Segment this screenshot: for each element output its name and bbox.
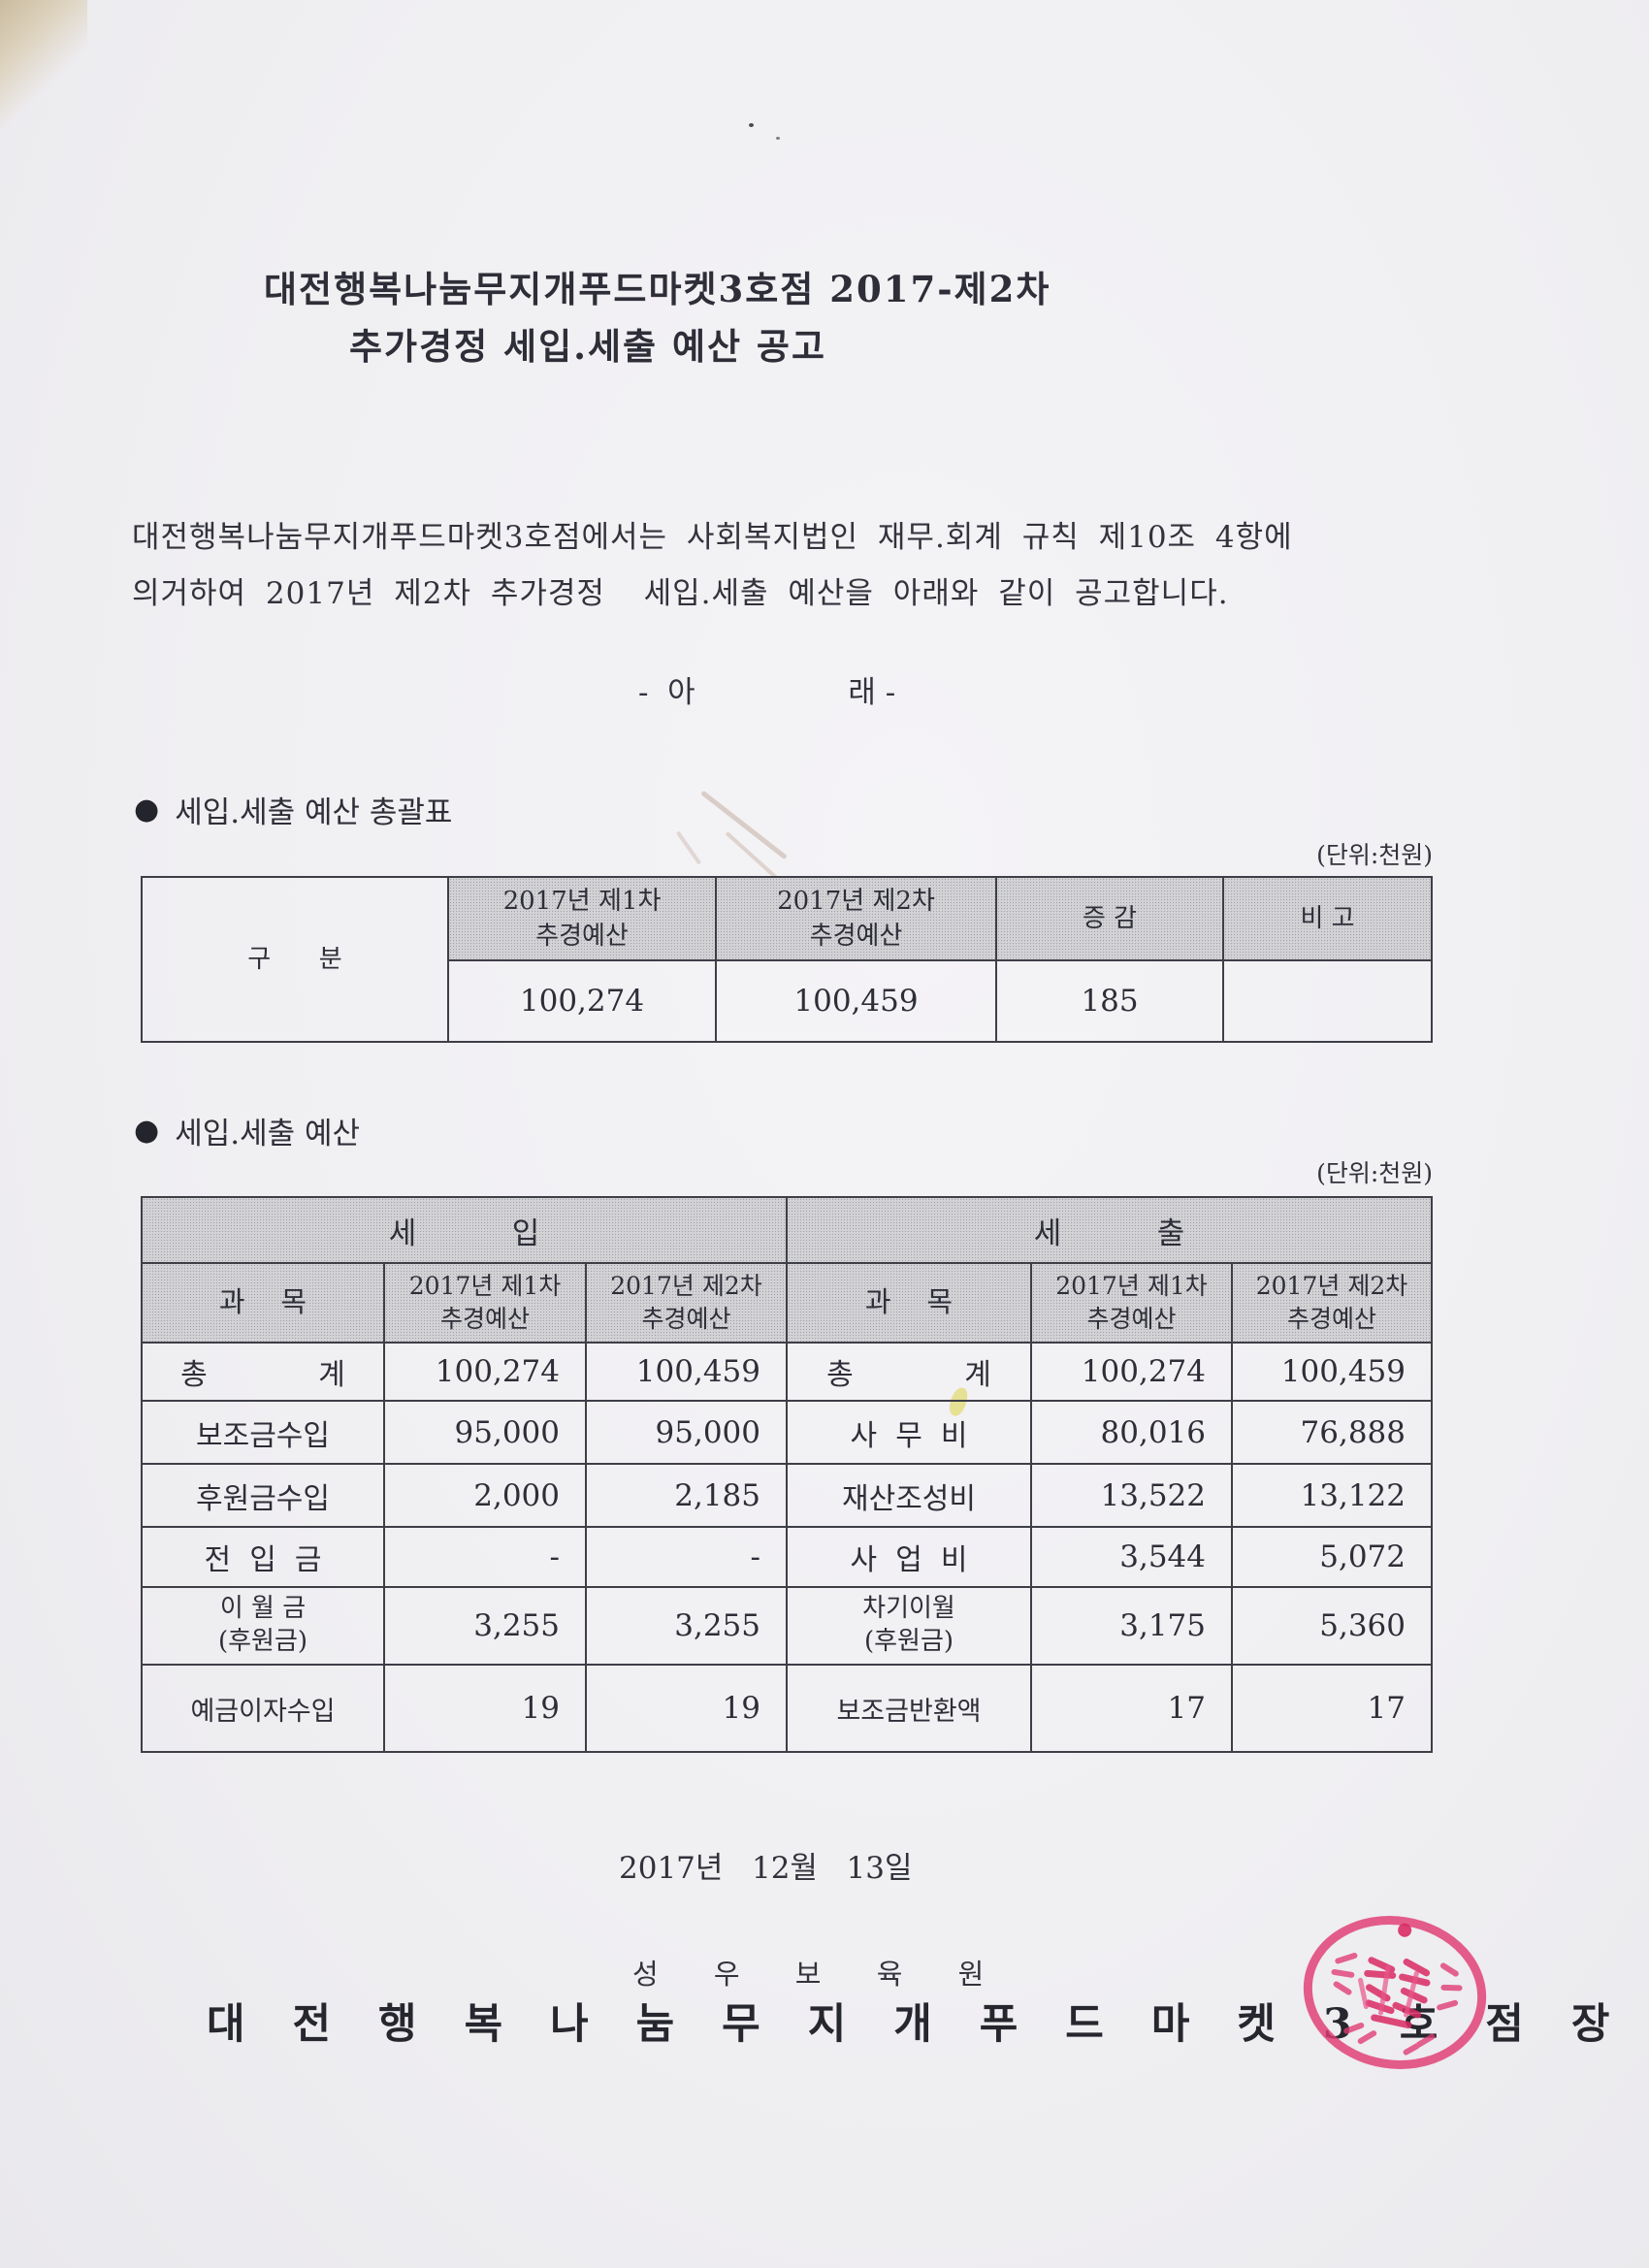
- expense-v1: 17: [1030, 1664, 1233, 1753]
- document-title-line1: 대전행복나눔무지개푸드마켓3호점 2017-제2차: [264, 268, 1051, 310]
- summary-table: 구 분 2017년 제1차 추경예산 2017년 제2차 추경예산 증 감 비 …: [141, 876, 1433, 1043]
- scan-smudge: [725, 831, 779, 880]
- revenue-v1: 2,000: [383, 1463, 587, 1528]
- expense-item: 사 무 비: [786, 1400, 1032, 1465]
- table-row: 총 계 100,274 100,459 총 계 100,274 100,459: [141, 1342, 1433, 1402]
- revenue-second-header: 2017년 제2차 추경예산: [585, 1262, 788, 1344]
- summary-section-heading-text: 세입.세출 예산 총괄표: [175, 795, 453, 830]
- expense-v1: 3,175: [1030, 1586, 1233, 1666]
- page-corner-fold-artifact: [0, 0, 87, 131]
- summary-col1-header: 2017년 제1차 추경예산: [447, 876, 717, 961]
- expense-item: 차기이월 (후원금): [786, 1586, 1032, 1666]
- revenue-v2: -: [585, 1526, 788, 1588]
- revenue-item-header: 과 목: [141, 1262, 385, 1344]
- unit-note-budget: (단위:천원): [1316, 1159, 1433, 1187]
- table-row: 후원금수입 2,000 2,185 재산조성비 13,522 13,122: [141, 1463, 1433, 1528]
- budget-table: 세 입 세 출 과 목 2017년 제1차 추경예산 2017년 제2차 추경예…: [141, 1196, 1433, 1753]
- expense-v2: 17: [1231, 1664, 1433, 1753]
- table-row: 전 입 금 - - 사 업 비 3,544 5,072: [141, 1526, 1433, 1588]
- table-row: 이 월 금 (후원금) 3,255 3,255 차기이월 (후원금) 3,175…: [141, 1586, 1433, 1666]
- scan-speck: [749, 123, 754, 127]
- revenue-v2: 3,255: [585, 1586, 788, 1666]
- expense-v2: 5,360: [1231, 1586, 1433, 1666]
- revenue-v2: 100,459: [585, 1342, 788, 1402]
- summary-col4-value: [1222, 959, 1433, 1043]
- expense-first-header: 2017년 제1차 추경예산: [1030, 1262, 1233, 1344]
- revenue-first-header: 2017년 제1차 추경예산: [383, 1262, 587, 1344]
- table-row: 보조금수입 95,000 95,000 사 무 비 80,016 76,888: [141, 1400, 1433, 1465]
- expense-v1: 13,522: [1030, 1463, 1233, 1528]
- summary-col2-value: 100,459: [715, 959, 997, 1043]
- revenue-group-header: 세 입: [141, 1196, 788, 1264]
- expense-item: 보조금반환액: [786, 1664, 1032, 1753]
- expense-item-header: 과 목: [786, 1262, 1032, 1344]
- document-title-line2: 추가경정 세입.세출 예산 공고: [349, 325, 827, 368]
- intro-paragraph-line1: 대전행복나눔무지개푸드마켓3호점에서는 사회복지법인 재무.회계 규칙 제10조…: [132, 520, 1293, 555]
- revenue-item: 전 입 금: [141, 1526, 385, 1588]
- expense-item: 총 계: [786, 1342, 1032, 1402]
- summary-col2-header: 2017년 제2차 추경예산: [715, 876, 997, 961]
- expense-v2: 5,072: [1231, 1526, 1433, 1588]
- unit-note-summary: (단위:천원): [1316, 841, 1433, 869]
- revenue-item: 후원금수입: [141, 1463, 385, 1528]
- expense-v1: 3,544: [1030, 1526, 1233, 1588]
- revenue-v2: 2,185: [585, 1463, 788, 1528]
- bullet-icon: ●: [134, 792, 160, 826]
- official-seal-stamp: [1303, 1916, 1487, 2069]
- revenue-v2: 19: [585, 1664, 788, 1753]
- revenue-v1: -: [383, 1526, 587, 1588]
- revenue-item: 이 월 금 (후원금): [141, 1586, 385, 1666]
- expense-item: 사 업 비: [786, 1526, 1032, 1588]
- summary-col3-header: 증 감: [995, 876, 1224, 961]
- revenue-v1: 100,274: [383, 1342, 587, 1402]
- revenue-item: 예금이자수입: [141, 1664, 385, 1753]
- revenue-v2: 95,000: [585, 1400, 788, 1465]
- expense-second-header: 2017년 제2차 추경예산: [1231, 1262, 1433, 1344]
- revenue-v1: 95,000: [383, 1400, 587, 1465]
- scan-smudge: [675, 830, 702, 865]
- expense-v1: 100,274: [1030, 1342, 1233, 1402]
- expense-v2: 100,459: [1231, 1342, 1433, 1402]
- summary-col1-value: 100,274: [447, 959, 717, 1043]
- announcement-date: 2017년 12월 13일: [619, 1851, 913, 1886]
- organization-name: 성 우 보 육 원: [632, 1958, 1008, 1991]
- expense-v2: 76,888: [1231, 1400, 1433, 1465]
- below-divider-text: - 아 래 -: [638, 675, 896, 710]
- summary-section-heading: ● 세입.세출 예산 총괄표: [134, 788, 452, 831]
- revenue-v1: 3,255: [383, 1586, 587, 1666]
- summary-col4-header: 비 고: [1222, 876, 1433, 961]
- expense-v2: 13,122: [1231, 1463, 1433, 1528]
- budget-section-heading-text: 세입.세출 예산: [175, 1117, 361, 1151]
- revenue-item: 총 계: [141, 1342, 385, 1402]
- signer-title: 대 전 행 복 나 눔 무 지 개 푸 드 마 켓 3 호 점 장: [207, 2000, 1627, 2049]
- budget-section-heading: ● 세입.세출 예산: [134, 1109, 360, 1152]
- expense-group-header: 세 출: [786, 1196, 1433, 1264]
- summary-col3-value: 185: [995, 959, 1224, 1043]
- bullet-icon: ●: [134, 1113, 160, 1148]
- expense-v1: 80,016: [1030, 1400, 1233, 1465]
- table-row: 예금이자수입 19 19 보조금반환액 17 17: [141, 1664, 1433, 1753]
- expense-item: 재산조성비: [786, 1463, 1032, 1528]
- intro-paragraph-line2: 의거하여 2017년 제2차 추가경정 세입.세출 예산을 아래와 같이 공고합…: [132, 576, 1229, 611]
- summary-row-label: 구 분: [141, 876, 449, 1043]
- scan-speck: [776, 137, 780, 140]
- revenue-v1: 19: [383, 1664, 587, 1753]
- revenue-item: 보조금수입: [141, 1400, 385, 1465]
